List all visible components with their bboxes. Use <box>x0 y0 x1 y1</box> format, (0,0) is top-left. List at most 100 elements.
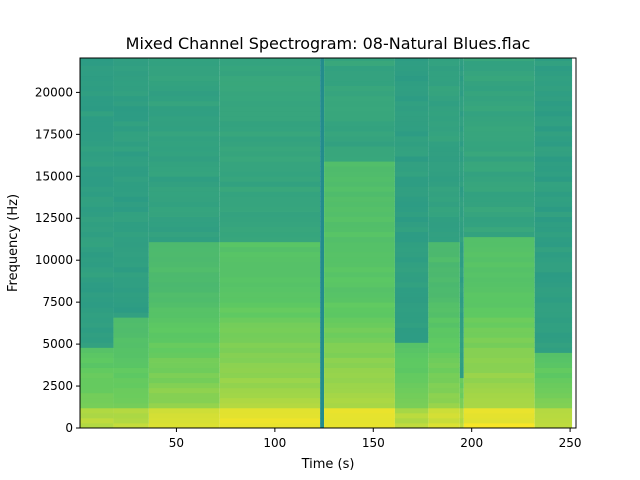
heatmap-cell <box>80 221 114 228</box>
heatmap-cell <box>320 302 325 308</box>
heatmap-cell <box>534 342 573 348</box>
heatmap-cell <box>113 186 149 192</box>
heatmap-cell <box>320 105 325 112</box>
heatmap-cell <box>534 332 573 338</box>
heatmap-cell <box>463 302 535 308</box>
heatmap-cell <box>324 347 395 353</box>
heatmap-cell <box>534 307 573 313</box>
heatmap-cell <box>320 282 325 288</box>
heatmap-cell <box>463 196 535 202</box>
heatmap-cell <box>463 307 535 313</box>
heatmap-cell <box>219 156 321 162</box>
heatmap-cell <box>428 402 460 409</box>
heatmap-cell <box>148 80 220 87</box>
heatmap-cell <box>459 186 464 192</box>
heatmap-cell <box>534 422 573 429</box>
heatmap-cell <box>320 402 325 409</box>
heatmap-cell <box>148 297 220 303</box>
heatmap-cell <box>219 422 321 429</box>
heatmap-cell <box>534 75 573 82</box>
heatmap-cell <box>463 266 535 273</box>
heatmap-cell <box>113 352 149 358</box>
heatmap-cell <box>394 211 429 217</box>
heatmap-cell <box>459 397 464 404</box>
heatmap-cell <box>113 201 149 207</box>
heatmap-cell <box>324 367 395 374</box>
heatmap-cell <box>463 105 535 112</box>
heatmap-cell <box>534 302 573 308</box>
heatmap-cell <box>219 130 321 137</box>
heatmap-cell <box>320 65 325 71</box>
heatmap-cell <box>534 256 573 263</box>
heatmap-cell <box>113 191 149 197</box>
heatmap-cell <box>80 141 114 147</box>
heatmap-cell <box>80 397 114 404</box>
heatmap-cell <box>459 156 464 162</box>
heatmap-cell <box>320 166 325 172</box>
heatmap-cell <box>113 271 149 278</box>
heatmap-cell <box>394 58 429 61</box>
heatmap-cell <box>324 58 395 61</box>
heatmap-cell <box>113 347 149 353</box>
heatmap-cell <box>219 342 321 348</box>
heatmap-cell <box>113 417 149 424</box>
heatmap-cell <box>320 246 325 253</box>
heatmap-cell <box>534 241 573 248</box>
heatmap-cell <box>394 352 429 358</box>
heatmap-cell <box>320 417 325 424</box>
heatmap-cell <box>394 191 429 197</box>
heatmap-cell <box>394 417 429 424</box>
heatmap-cell <box>80 261 114 268</box>
heatmap-cell <box>534 65 573 71</box>
heatmap-cell <box>148 287 220 293</box>
heatmap-cell <box>428 422 460 429</box>
heatmap-cell <box>463 392 535 399</box>
heatmap-cell <box>148 75 220 82</box>
heatmap-cell <box>219 387 321 394</box>
heatmap-cell <box>428 90 460 97</box>
heatmap-cell <box>428 271 460 278</box>
heatmap-cell <box>394 171 429 177</box>
heatmap-cell <box>324 75 395 82</box>
heatmap-cell <box>534 322 573 328</box>
heatmap-cell <box>394 141 429 147</box>
heatmap-cell <box>219 151 321 157</box>
heatmap-cell <box>148 70 220 77</box>
heatmap-cell <box>534 70 573 77</box>
heatmap-cell <box>113 115 149 122</box>
heatmap-cell <box>320 271 325 278</box>
heatmap-cell <box>394 115 429 122</box>
heatmap-cell <box>428 166 460 172</box>
y-tick-label: 12500 <box>35 211 73 225</box>
heatmap-cell <box>394 337 429 343</box>
heatmap-cell <box>219 70 321 77</box>
heatmap-cell <box>113 176 149 182</box>
heatmap-cell <box>463 181 535 187</box>
heatmap-cell <box>320 307 325 313</box>
heatmap-cell <box>428 231 460 238</box>
heatmap-cell <box>320 251 325 258</box>
heatmap-cell <box>428 337 460 343</box>
heatmap-cell <box>324 191 395 197</box>
heatmap-cell <box>459 95 464 102</box>
heatmap-cell <box>463 110 535 117</box>
y-tick-label: 0 <box>65 421 73 435</box>
heatmap-cell <box>80 105 114 112</box>
heatmap-cell <box>394 105 429 112</box>
heatmap-cell <box>324 206 395 212</box>
heatmap-cell <box>320 352 325 358</box>
heatmap-cell <box>428 332 460 338</box>
heatmap-cell <box>394 136 429 142</box>
heatmap-cell <box>113 312 149 318</box>
heatmap-cell <box>324 70 395 77</box>
heatmap-cell <box>320 186 325 192</box>
heatmap-cell <box>459 85 464 92</box>
heatmap-cell <box>394 90 429 97</box>
heatmap-cell <box>320 322 325 328</box>
heatmap-cell <box>463 186 535 192</box>
heatmap-cell <box>428 191 460 197</box>
heatmap-cell <box>324 292 395 298</box>
heatmap-cell <box>219 110 321 117</box>
heatmap-cell <box>148 307 220 313</box>
heatmap-cell <box>463 362 535 368</box>
